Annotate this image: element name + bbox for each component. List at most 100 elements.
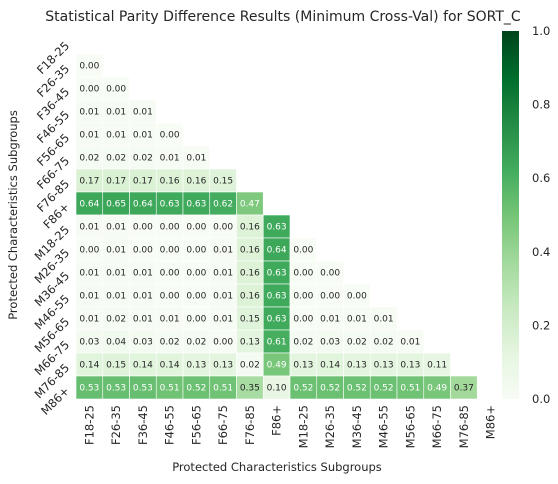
cell-value-label: 0.01 bbox=[106, 246, 126, 256]
cell-value-label: 0.00 bbox=[79, 62, 99, 72]
cell-value-label: 0.13 bbox=[186, 361, 206, 371]
x-tick-label: F86+ bbox=[270, 405, 284, 436]
x-tick-label: M86+ bbox=[484, 405, 498, 439]
y-tick-labels: F18-25F26-35F36-45F46-55F56-65F66-75F76-… bbox=[32, 39, 73, 418]
x-tick-label: M56-65 bbox=[403, 405, 417, 448]
cell-value-label: 0.49 bbox=[267, 361, 287, 371]
cell-value-label: 0.52 bbox=[293, 384, 313, 394]
cell-value-label: 0.52 bbox=[320, 384, 340, 394]
cell-value-label: 0.01 bbox=[374, 315, 394, 325]
cell-value-label: 0.00 bbox=[79, 85, 99, 95]
cell-value-label: 0.11 bbox=[427, 361, 447, 371]
cell-value-label: 0.00 bbox=[347, 292, 367, 302]
cell-value-label: 0.15 bbox=[240, 315, 260, 325]
cell-value-label: 0.01 bbox=[79, 131, 99, 141]
cell-value-label: 0.17 bbox=[133, 177, 153, 187]
cell-value-label: 0.62 bbox=[213, 200, 233, 210]
cell-value-label: 0.03 bbox=[79, 338, 99, 348]
cell-value-label: 0.01 bbox=[347, 315, 367, 325]
cell-value-label: 0.01 bbox=[106, 269, 126, 279]
cell-value-label: 0.01 bbox=[160, 315, 180, 325]
cell-value-label: 0.13 bbox=[293, 361, 313, 371]
cell-value-label: 0.00 bbox=[186, 223, 206, 233]
cell-value-label: 0.01 bbox=[79, 269, 99, 279]
cell-value-label: 0.02 bbox=[186, 338, 206, 348]
cell-value-label: 0.51 bbox=[400, 384, 420, 394]
cell-value-label: 0.01 bbox=[106, 223, 126, 233]
cell-value-label: 0.13 bbox=[400, 361, 420, 371]
x-tick-label: F56-65 bbox=[189, 405, 203, 445]
x-tick-label: F18-25 bbox=[82, 405, 96, 445]
cell-value-label: 0.15 bbox=[106, 361, 126, 371]
colorbar-tick-label: 0.2 bbox=[532, 318, 550, 332]
cell-value-label: 0.01 bbox=[106, 292, 126, 302]
cell-value-label: 0.13 bbox=[374, 361, 394, 371]
colorbar-tick-label: 0.0 bbox=[532, 392, 550, 406]
x-tick-label: M36-45 bbox=[350, 405, 364, 448]
colorbar-ticks: 0.0 0.2 0.4 0.6 0.8 1.0 bbox=[532, 24, 550, 406]
cell-value-label: 0.01 bbox=[79, 315, 99, 325]
cell-value-label: 0.01 bbox=[106, 108, 126, 118]
cell-value-label: 0.00 bbox=[213, 223, 233, 233]
cell-value-label: 0.02 bbox=[240, 361, 260, 371]
x-tick-label: M76-85 bbox=[457, 405, 471, 448]
cell-value-label: 0.02 bbox=[160, 338, 180, 348]
cell-value-label: 0.64 bbox=[267, 246, 287, 256]
cell-value-label: 0.01 bbox=[213, 315, 233, 325]
cell-value-label: 0.01 bbox=[320, 315, 340, 325]
cell-value-label: 0.00 bbox=[320, 269, 340, 279]
x-tick-label: M18-25 bbox=[296, 405, 310, 448]
cell-value-label: 0.53 bbox=[79, 384, 99, 394]
cell-value-label: 0.02 bbox=[347, 338, 367, 348]
cell-value-label: 0.00 bbox=[133, 223, 153, 233]
cell-value-label: 0.47 bbox=[240, 200, 260, 210]
cell-value-label: 0.01 bbox=[213, 269, 233, 279]
cell-value-label: 0.00 bbox=[160, 131, 180, 141]
x-tick-label: F66-75 bbox=[216, 405, 230, 445]
x-tick-label: F76-85 bbox=[243, 405, 257, 445]
cell-value-label: 0.10 bbox=[267, 384, 287, 394]
cell-value-label: 0.01 bbox=[133, 315, 153, 325]
cell-value-label: 0.00 bbox=[293, 269, 313, 279]
x-tick-label: F26-35 bbox=[109, 405, 123, 445]
x-tick-labels: F18-25 F26-35 F36-45 F46-55 F56-65 F66-75 F76-… bbox=[82, 405, 497, 448]
cell-value-label: 0.49 bbox=[427, 384, 447, 394]
cell-value-label: 0.04 bbox=[106, 338, 126, 348]
cell-value-label: 0.00 bbox=[186, 246, 206, 256]
cell-value-label: 0.61 bbox=[267, 338, 287, 348]
cell-value-label: 0.16 bbox=[240, 223, 260, 233]
cell-value-label: 0.13 bbox=[213, 361, 233, 371]
cell-value-label: 0.00 bbox=[320, 292, 340, 302]
cell-value-label: 0.17 bbox=[106, 177, 126, 187]
cell-value-label: 0.00 bbox=[186, 269, 206, 279]
cell-value-label: 0.00 bbox=[160, 292, 180, 302]
x-axis-label: Protected Characteristics Subgroups bbox=[172, 460, 382, 474]
x-tick-label: F36-45 bbox=[136, 405, 150, 445]
cell-value-label: 0.00 bbox=[133, 246, 153, 256]
cell-value-label: 0.14 bbox=[79, 361, 99, 371]
cell-value-label: 0.03 bbox=[320, 338, 340, 348]
x-tick-label: M26-35 bbox=[323, 405, 337, 448]
cell-value-label: 0.14 bbox=[320, 361, 340, 371]
colorbar-tick-label: 0.8 bbox=[532, 98, 550, 112]
cell-value-label: 0.16 bbox=[186, 177, 206, 187]
cell-value-label: 0.14 bbox=[160, 361, 180, 371]
cell-value-label: 0.52 bbox=[186, 384, 206, 394]
cell-value-label: 0.13 bbox=[240, 338, 260, 348]
chart-title: Statistical Parity Difference Results (M… bbox=[45, 9, 521, 25]
x-tick-label: M46-55 bbox=[377, 405, 391, 448]
cell-value-label: 0.01 bbox=[133, 108, 153, 118]
cell-value-label: 0.16 bbox=[160, 177, 180, 187]
colorbar bbox=[502, 31, 519, 399]
cell-value-label: 0.64 bbox=[133, 200, 153, 210]
cell-value-label: 0.00 bbox=[293, 246, 313, 256]
cell-value-label: 0.02 bbox=[374, 338, 394, 348]
cell-value-label: 0.01 bbox=[160, 154, 180, 164]
cell-value-label: 0.02 bbox=[106, 315, 126, 325]
heatmap-cell bbox=[450, 375, 478, 400]
cell-value-label: 0.02 bbox=[106, 154, 126, 164]
cell-value-label: 0.00 bbox=[160, 269, 180, 279]
x-tick-label: M66-75 bbox=[430, 405, 444, 448]
cell-value-label: 0.51 bbox=[160, 384, 180, 394]
